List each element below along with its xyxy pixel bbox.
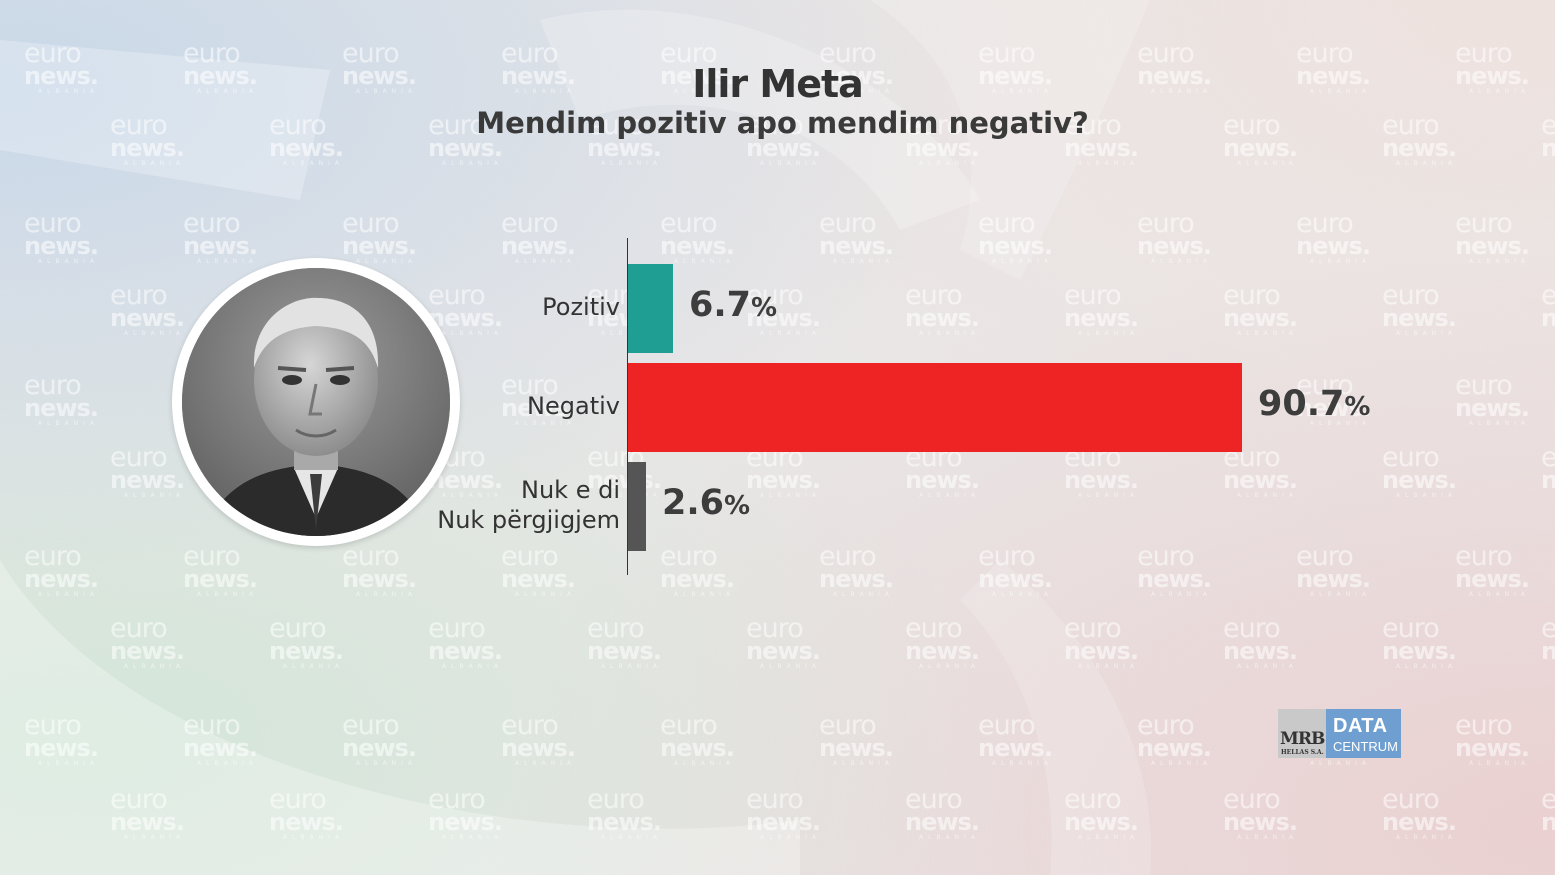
bar-nuk-e-di-nuk-përgjigjem [628, 462, 646, 551]
mrb-datacentrum-logo: MRB HELLAS S.A. DATA CENTRUM [1278, 709, 1401, 758]
bar-pozitiv [628, 264, 673, 353]
category-label: Negativ [527, 391, 620, 420]
data-centrum-logo: DATA CENTRUM [1326, 709, 1401, 758]
person-portrait-icon [182, 268, 450, 536]
y-axis-line [627, 238, 628, 575]
category-label: Pozitiv [542, 292, 620, 321]
category-label: Nuk e di Nuk përgjigjem [437, 475, 620, 534]
chart-subtitle: Mendim pozitiv apo mendim negativ? [476, 106, 1089, 140]
chart-title: Ilir Meta [692, 62, 864, 106]
portrait-photo [172, 258, 460, 546]
value-label: 2.6% [662, 482, 751, 523]
bar-negativ [628, 363, 1242, 452]
mrb-logo: MRB HELLAS S.A. [1278, 709, 1326, 758]
value-label: 6.7% [689, 284, 778, 325]
value-label: 90.7% [1258, 383, 1371, 424]
